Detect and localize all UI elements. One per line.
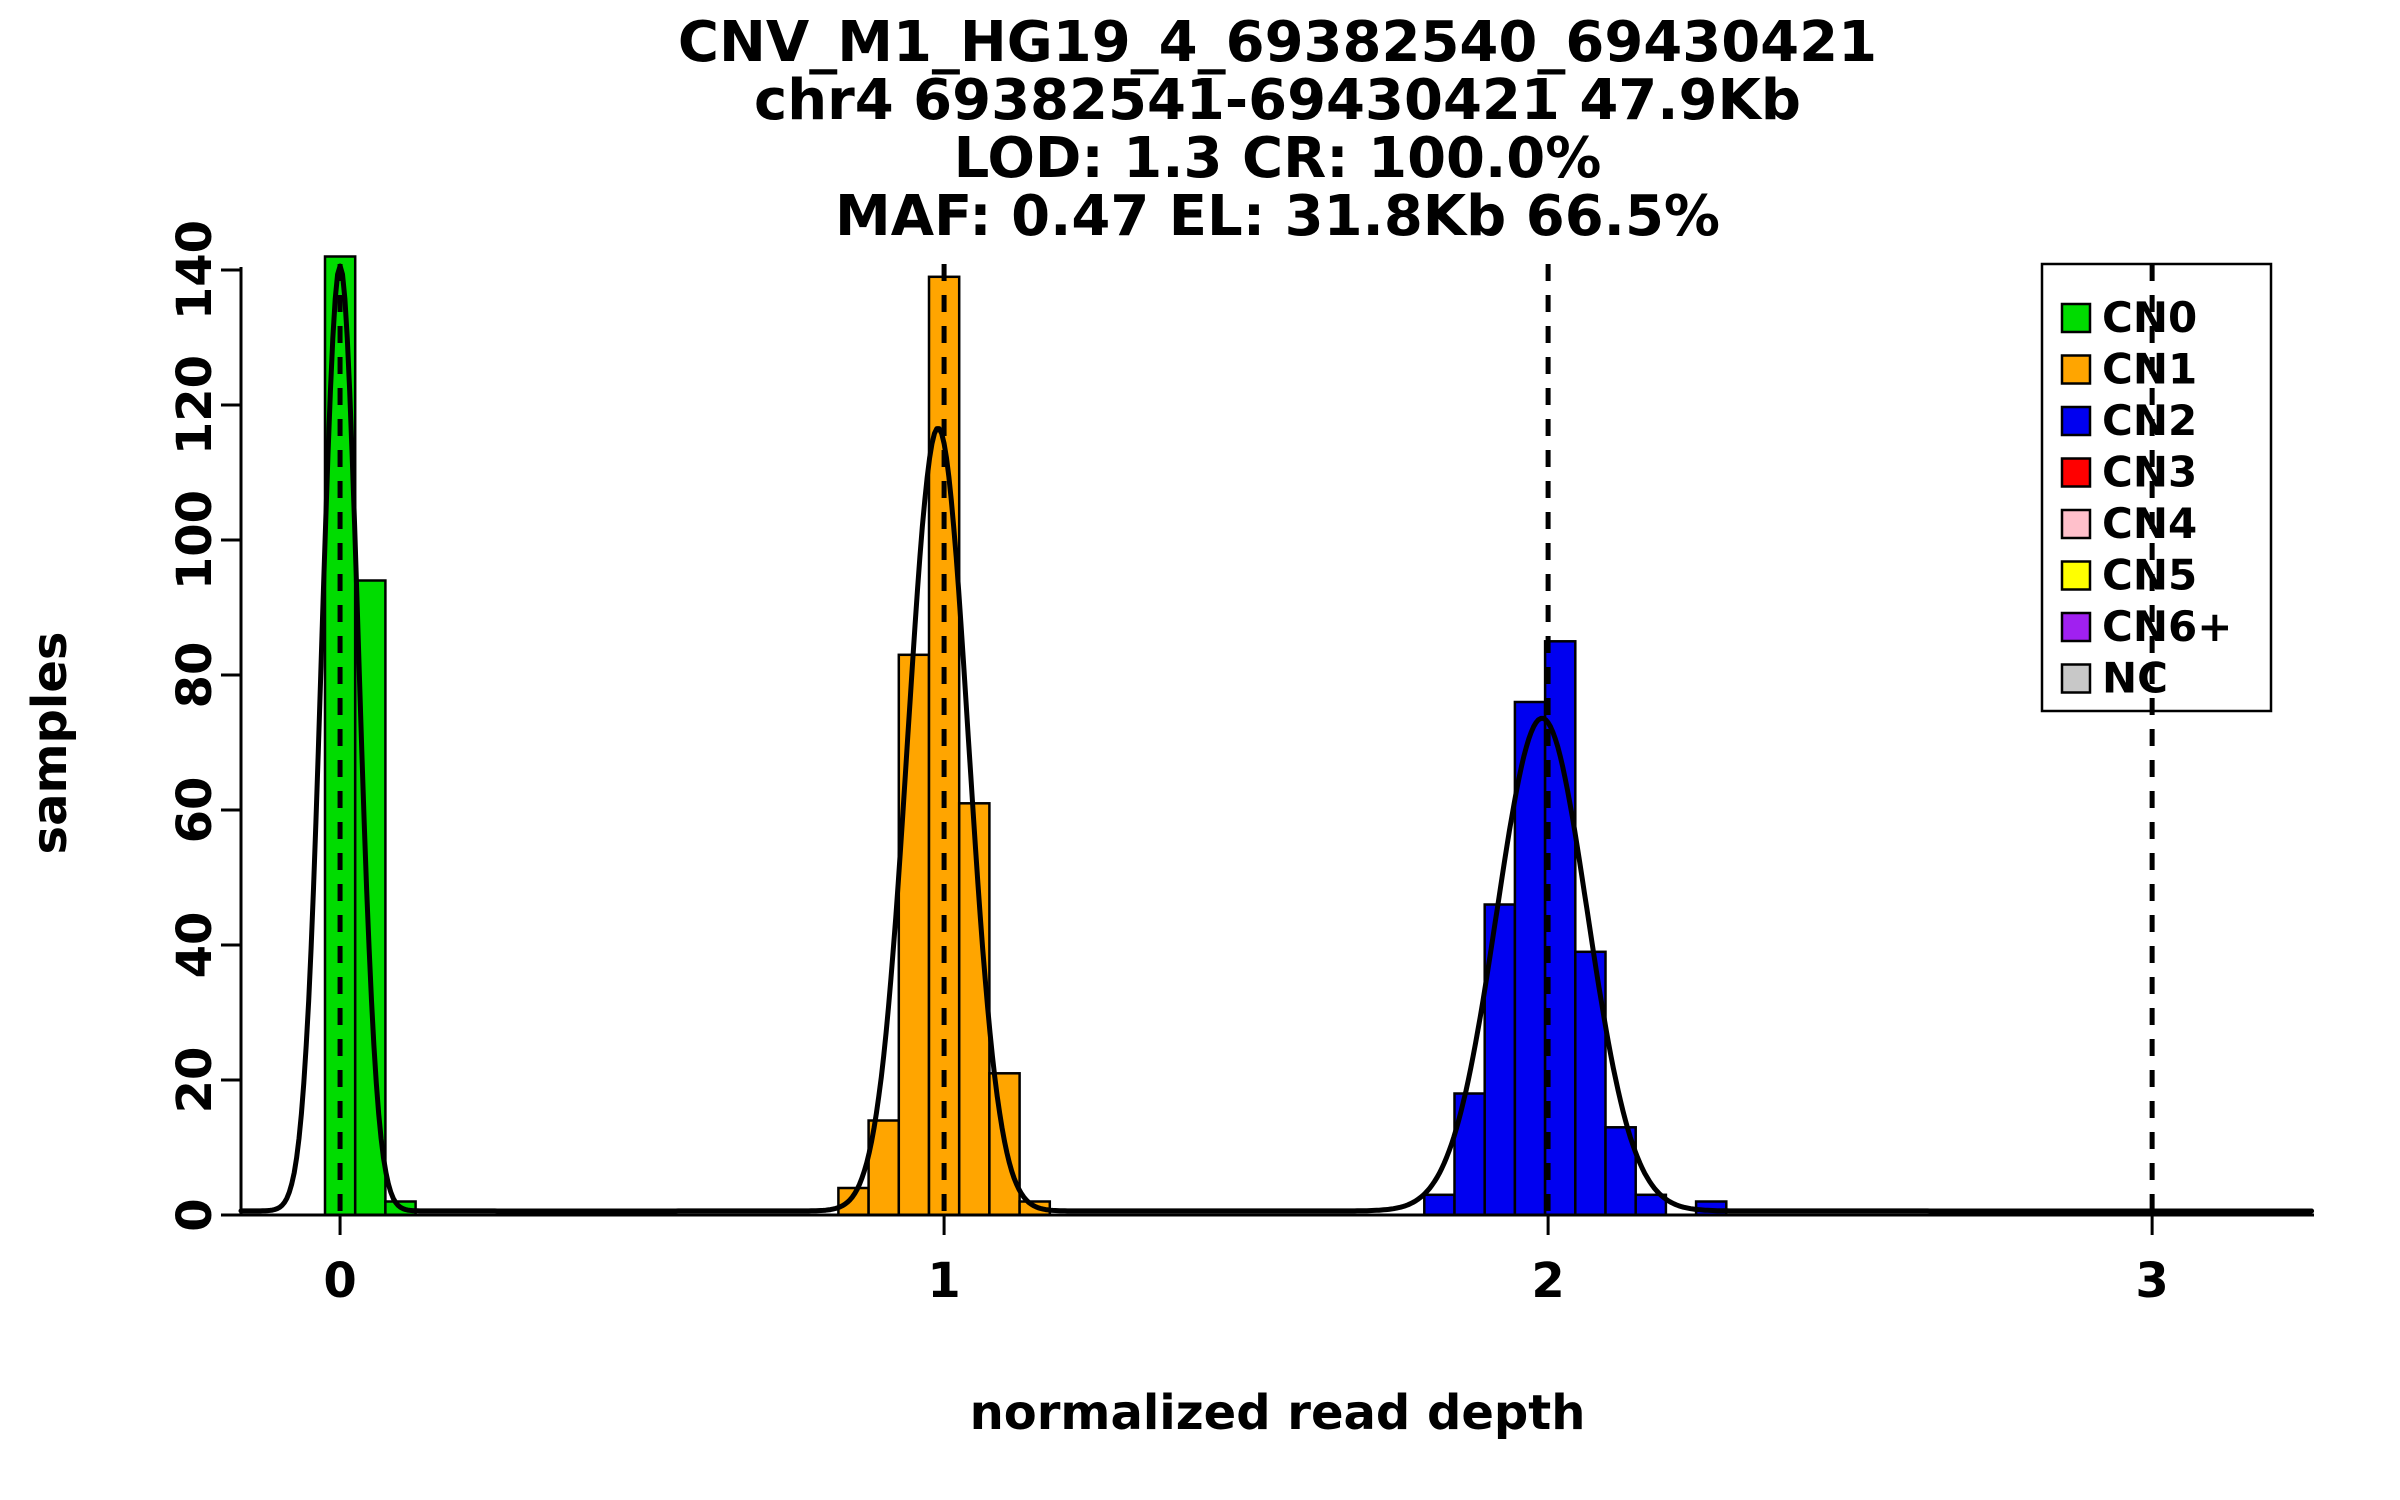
- legend-label-CN6+: CN6+: [2102, 602, 2232, 651]
- x-axis-label: normalized read depth: [969, 1385, 1586, 1441]
- legend-label-CN5: CN5: [2102, 551, 2197, 600]
- legend-swatch-NC: [2060, 663, 2092, 694]
- chart-title-line-2: chr4 69382541-69430421 47.9Kb: [754, 68, 1801, 133]
- y-tick-label: 20: [167, 1047, 223, 1114]
- legend-label-CN1: CN1: [2102, 345, 2197, 394]
- legend-swatch-CN6+: [2060, 611, 2092, 643]
- legend-swatch-CN3: [2060, 457, 2092, 488]
- y-axis-label: samples: [22, 631, 78, 855]
- x-tick-label: 2: [1531, 1253, 1564, 1309]
- legend-swatch-CN1: [2060, 354, 2092, 385]
- y-tick-label: 40: [167, 912, 223, 979]
- x-tick-label: 1: [927, 1253, 960, 1309]
- legend-label-CN3: CN3: [2102, 448, 2197, 497]
- hist-bar-CN2: [1423, 1193, 1456, 1217]
- legend-swatch-CN2: [2060, 405, 2092, 437]
- legend-label-CN4: CN4: [2102, 499, 2197, 548]
- y-tick-label: 120: [167, 355, 223, 455]
- hist-bar-CN2: [1513, 700, 1547, 1217]
- chart-title-block: CNV_M1_HG19_4_69382540_69430421 chr4 693…: [241, 14, 2314, 246]
- legend-swatch-CN5: [2060, 560, 2092, 591]
- gaussian-fit-curve: [238, 263, 2315, 1214]
- chart-title-line-1: CNV_M1_HG19_4_69382540_69430421: [677, 10, 1878, 75]
- x-tick-label: 0: [323, 1253, 356, 1309]
- y-tick-label: 0: [167, 1198, 223, 1231]
- y-tick-label: 80: [167, 642, 223, 709]
- y-tick-label: 100: [167, 490, 223, 590]
- legend-swatch-CN0: [2060, 302, 2092, 334]
- legend-swatch-CN4: [2060, 508, 2092, 540]
- hist-bar-CN1: [897, 653, 931, 1217]
- chart-title-line-3: LOD: 1.3 CR: 100.0%: [953, 126, 1602, 191]
- chart-title-line-4: MAF: 0.47 EL: 31.8Kb 66.5%: [834, 184, 1721, 249]
- y-tick-label: 60: [167, 777, 223, 844]
- legend-label-CN0: CN0: [2102, 293, 2197, 342]
- legend-label-NC: NC: [2102, 654, 2168, 703]
- y-tick-label: 140: [167, 220, 223, 320]
- legend-label-CN2: CN2: [2102, 396, 2197, 445]
- hist-bar-CN2: [1604, 1126, 1637, 1217]
- x-tick-label: 3: [2135, 1253, 2168, 1309]
